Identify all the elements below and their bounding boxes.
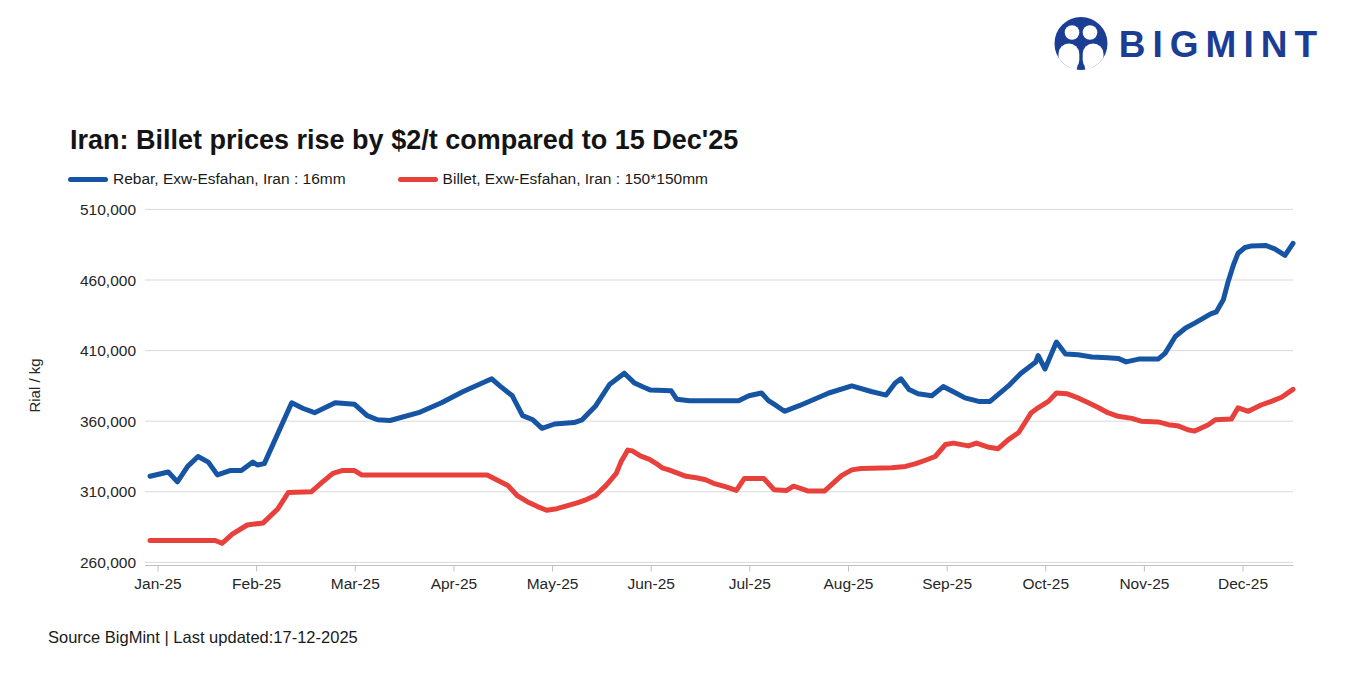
svg-text:460,000: 460,000: [80, 272, 136, 289]
svg-text:Feb-25: Feb-25: [232, 575, 281, 592]
svg-text:510,000: 510,000: [80, 201, 136, 218]
svg-text:Mar-25: Mar-25: [331, 575, 380, 592]
source-note: Source BigMint | Last updated:17-12-2025: [48, 628, 358, 647]
svg-text:310,000: 310,000: [80, 483, 136, 500]
svg-text:410,000: 410,000: [80, 342, 136, 359]
svg-text:360,000: 360,000: [80, 413, 136, 430]
svg-text:Sep-25: Sep-25: [922, 575, 972, 592]
svg-text:Oct-25: Oct-25: [1023, 575, 1070, 592]
svg-text:Aug-25: Aug-25: [823, 575, 873, 592]
svg-text:Apr-25: Apr-25: [431, 575, 478, 592]
svg-text:Jul-25: Jul-25: [729, 575, 771, 592]
svg-text:May-25: May-25: [527, 575, 579, 592]
svg-text:Dec-25: Dec-25: [1218, 575, 1268, 592]
svg-text:Jan-25: Jan-25: [134, 575, 181, 592]
price-line-chart: 260,000 310,000 360,000 410,000 460,000 510,0…: [0, 0, 1350, 675]
svg-text:260,000: 260,000: [80, 554, 136, 571]
svg-text:Jun-25: Jun-25: [627, 575, 674, 592]
svg-text:Nov-25: Nov-25: [1119, 575, 1169, 592]
